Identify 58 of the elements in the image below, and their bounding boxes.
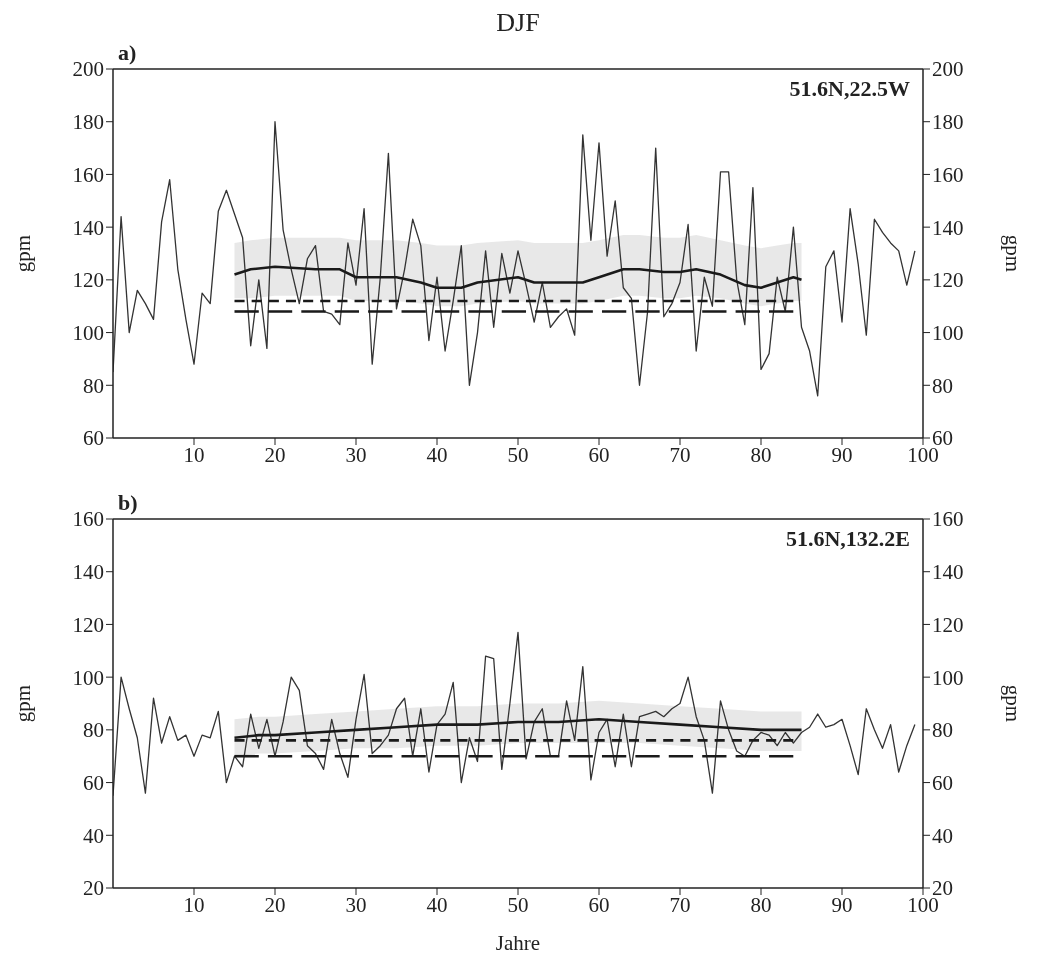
y-tick-label: 180 bbox=[72, 110, 104, 135]
y2-tick-label: 100 bbox=[932, 321, 964, 346]
y2-axis-title: gpm bbox=[1000, 234, 1025, 273]
x-tick-label: 40 bbox=[426, 892, 448, 917]
y2-tick-label: 180 bbox=[932, 110, 964, 135]
y-tick-label: 80 bbox=[83, 718, 104, 743]
x-tick-label: 10 bbox=[183, 892, 205, 917]
y-tick-label: 100 bbox=[72, 665, 104, 690]
y2-tick-label: 200 bbox=[932, 57, 964, 82]
x-tick-label: 20 bbox=[264, 892, 286, 917]
y2-tick-label: 160 bbox=[932, 162, 964, 187]
y2-tick-label: 60 bbox=[932, 771, 953, 796]
y2-tick-label: 140 bbox=[932, 215, 964, 240]
x-tick-label: 60 bbox=[588, 892, 610, 917]
y-tick-label: 160 bbox=[72, 162, 104, 187]
y-tick-label: 200 bbox=[72, 57, 104, 82]
y2-tick-label: 160 bbox=[932, 507, 964, 532]
x-tick-label: 90 bbox=[831, 442, 853, 467]
x-tick-label: 60 bbox=[588, 442, 610, 467]
x-tick-label: 30 bbox=[345, 892, 367, 917]
y-axis-title: gpm bbox=[11, 234, 36, 273]
y2-tick-label: 120 bbox=[932, 268, 964, 293]
y2-tick-label: 80 bbox=[932, 718, 953, 743]
y2-tick-label: 100 bbox=[932, 665, 964, 690]
y-tick-label: 160 bbox=[72, 507, 104, 532]
y-tick-label: 140 bbox=[72, 215, 104, 240]
x-axis-title: Jahre bbox=[495, 931, 541, 955]
x-tick-label: 70 bbox=[669, 892, 691, 917]
y2-tick-label: 140 bbox=[932, 560, 964, 585]
annotation: 51.6N,132.2E bbox=[785, 526, 910, 552]
annotation: 51.6N,22.5W bbox=[789, 76, 910, 102]
y2-tick-label: 120 bbox=[932, 612, 964, 637]
y-tick-label: 60 bbox=[83, 426, 104, 451]
y-tick-label: 120 bbox=[72, 612, 104, 637]
x-tick-label: 40 bbox=[426, 442, 448, 467]
y2-axis-title: gpm bbox=[1000, 684, 1025, 723]
x-tick-label: 20 bbox=[264, 442, 286, 467]
text: b) bbox=[118, 490, 138, 516]
x-tick-label: 50 bbox=[507, 892, 529, 917]
x-tick-label: 10 bbox=[183, 442, 205, 467]
y2-tick-label: 40 bbox=[932, 823, 953, 848]
y-axis-title: gpm bbox=[11, 684, 36, 723]
x-tick-label: 70 bbox=[669, 442, 691, 467]
text: a) bbox=[118, 40, 137, 66]
x-tick-label: 50 bbox=[507, 442, 529, 467]
y-tick-label: 40 bbox=[83, 823, 104, 848]
y-tick-label: 100 bbox=[72, 321, 104, 346]
y-tick-label: 60 bbox=[83, 771, 104, 796]
y-tick-label: 140 bbox=[72, 560, 104, 585]
y-tick-label: 20 bbox=[83, 876, 104, 901]
y-tick-label: 80 bbox=[83, 373, 104, 398]
chart-title: DJF bbox=[495, 8, 541, 38]
x-tick-label: 30 bbox=[345, 442, 367, 467]
x-tick-label: 90 bbox=[831, 892, 853, 917]
x-tick-label: 80 bbox=[750, 892, 772, 917]
x-tick-label: 80 bbox=[750, 442, 772, 467]
y-tick-label: 120 bbox=[72, 268, 104, 293]
y2-tick-label: 80 bbox=[932, 373, 953, 398]
